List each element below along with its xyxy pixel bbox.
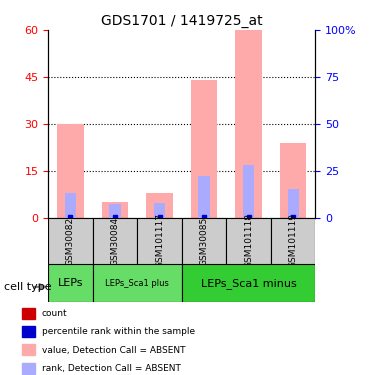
Text: rank, Detection Call = ABSENT: rank, Detection Call = ABSENT xyxy=(42,364,181,373)
Bar xyxy=(109,204,121,218)
Text: GSM30082: GSM30082 xyxy=(66,216,75,266)
FancyBboxPatch shape xyxy=(226,217,271,264)
Bar xyxy=(22,308,35,319)
Bar xyxy=(146,192,173,217)
Text: LEPs_Sca1 plus: LEPs_Sca1 plus xyxy=(105,279,169,288)
Bar xyxy=(65,193,76,217)
Text: cell type: cell type xyxy=(4,282,51,292)
Text: GSM30084: GSM30084 xyxy=(111,216,119,266)
Bar xyxy=(198,176,210,218)
Title: GDS1701 / 1419725_at: GDS1701 / 1419725_at xyxy=(101,13,263,28)
FancyBboxPatch shape xyxy=(271,217,315,264)
Bar xyxy=(57,124,84,218)
FancyBboxPatch shape xyxy=(48,264,93,302)
Text: GSM101117: GSM101117 xyxy=(155,213,164,268)
FancyBboxPatch shape xyxy=(182,217,226,264)
Bar xyxy=(22,344,35,355)
Bar xyxy=(280,142,306,218)
Text: percentile rank within the sample: percentile rank within the sample xyxy=(42,327,195,336)
FancyBboxPatch shape xyxy=(93,217,137,264)
Bar xyxy=(22,326,35,337)
FancyBboxPatch shape xyxy=(182,264,315,302)
Bar xyxy=(288,189,299,217)
Bar xyxy=(243,165,254,218)
FancyBboxPatch shape xyxy=(48,217,93,264)
Bar xyxy=(22,363,35,374)
Text: LEPs: LEPs xyxy=(58,278,83,288)
Text: count: count xyxy=(42,309,68,318)
Bar xyxy=(154,202,165,217)
Text: LEPs_Sca1 minus: LEPs_Sca1 minus xyxy=(201,278,296,289)
Bar xyxy=(102,202,128,217)
Text: GSM101118: GSM101118 xyxy=(244,213,253,268)
Bar xyxy=(191,80,217,218)
FancyBboxPatch shape xyxy=(137,217,182,264)
Text: value, Detection Call = ABSENT: value, Detection Call = ABSENT xyxy=(42,346,186,355)
Bar xyxy=(235,30,262,217)
Text: GSM101119: GSM101119 xyxy=(289,213,298,268)
FancyBboxPatch shape xyxy=(93,264,182,302)
Text: GSM30085: GSM30085 xyxy=(200,216,209,266)
